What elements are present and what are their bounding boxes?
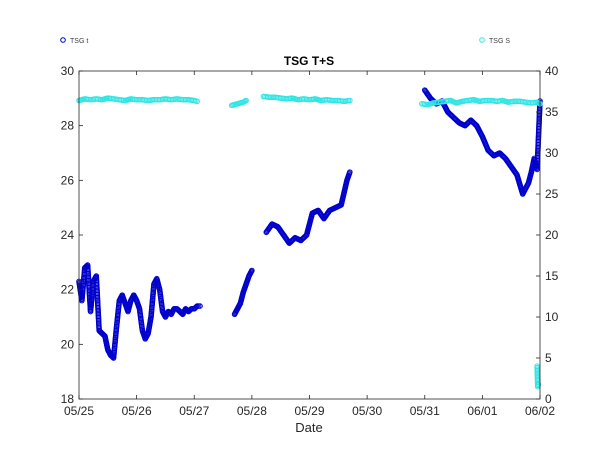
x-tick-label: 05/25	[64, 404, 94, 418]
right-y-tick-label: 40	[545, 64, 559, 78]
legend-label-tsg-t: TSG t	[70, 38, 88, 45]
legend-right: TSG S	[479, 37, 510, 45]
data-layer	[76, 87, 543, 390]
data-point	[347, 97, 353, 104]
data-point	[194, 98, 200, 105]
x-axis-label: Date	[295, 420, 322, 435]
right-y-tick-label: 30	[545, 146, 559, 160]
data-point	[249, 267, 255, 274]
legend-marker-tsg-t	[60, 37, 66, 43]
series-tsg-t	[76, 87, 543, 361]
x-tick-label: 05/26	[122, 404, 152, 418]
x-tick-label: 05/29	[294, 404, 324, 418]
right-y-tick-label: 10	[545, 310, 559, 324]
data-point	[243, 97, 249, 104]
right-y-tick-label: 20	[545, 228, 559, 242]
data-point	[347, 169, 353, 175]
left-y-tick-label: 18	[61, 392, 75, 406]
right-y-ticks: 0 5 10 15 20 25 30 35 40	[536, 64, 559, 406]
x-tick-label: 06/02	[525, 404, 555, 418]
x-tick-label: 05/31	[410, 404, 440, 418]
right-y-tick-label: 25	[545, 187, 559, 201]
legend-label-tsg-s: TSG S	[489, 38, 510, 45]
left-y-tick-label: 28	[61, 119, 75, 133]
x-tick-label: 05/30	[352, 404, 382, 418]
x-ticks: 05/25 05/26 05/27 05/28 05/29 05/30 05/31 06/01…	[64, 71, 555, 418]
left-y-tick-label: 30	[61, 64, 75, 78]
data-point	[197, 303, 203, 309]
right-y-tick-label: 15	[545, 269, 559, 283]
left-y-tick-label: 20	[61, 337, 75, 351]
right-y-tick-label: 0	[545, 392, 552, 406]
x-tick-label: 06/01	[467, 404, 497, 418]
legend-marker-tsg-s	[479, 37, 485, 43]
left-y-tick-label: 26	[61, 173, 75, 187]
left-y-tick-label: 24	[61, 228, 75, 242]
legend-left: TSG t	[60, 37, 88, 45]
left-y-ticks: 18 20 22 24 26 28 30	[61, 64, 83, 406]
chart-title: TSG T+S	[284, 54, 334, 68]
data-point	[467, 118, 473, 124]
right-y-tick-label: 5	[545, 351, 552, 365]
right-y-tick-label: 35	[545, 105, 559, 119]
x-tick-label: 05/27	[179, 404, 209, 418]
left-y-tick-label: 22	[61, 283, 75, 297]
x-tick-label: 05/28	[237, 404, 267, 418]
data-point	[535, 381, 542, 388]
